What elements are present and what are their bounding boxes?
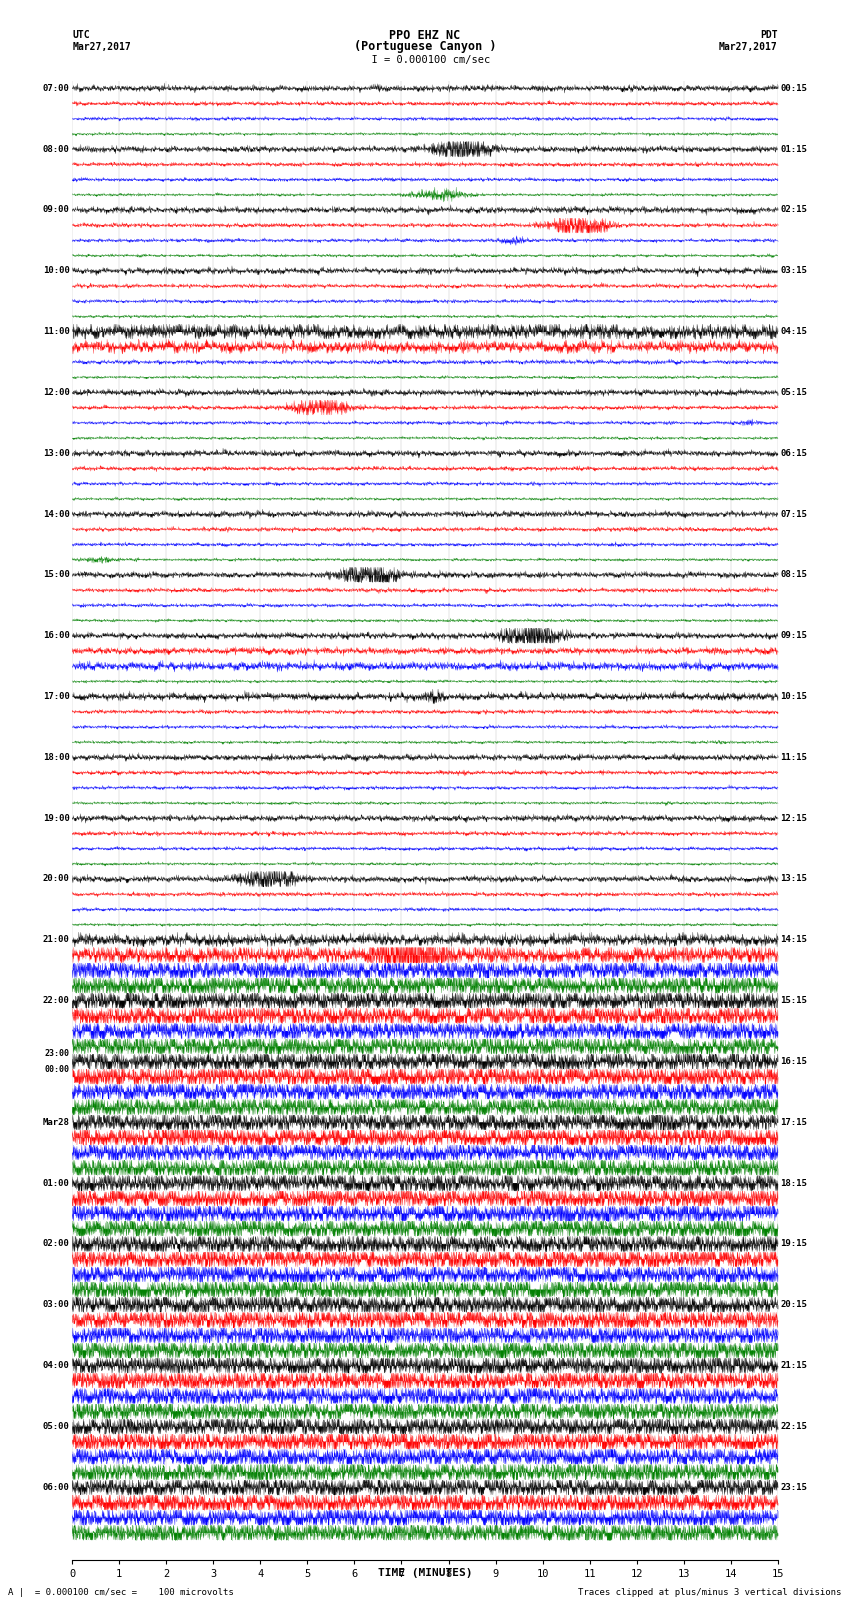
Text: 20:15: 20:15	[780, 1300, 808, 1310]
Text: 10:15: 10:15	[780, 692, 808, 702]
Text: 08:15: 08:15	[780, 571, 808, 579]
Text: PPO EHZ NC: PPO EHZ NC	[389, 29, 461, 42]
Text: 04:00: 04:00	[42, 1361, 70, 1369]
Text: 02:15: 02:15	[780, 205, 808, 215]
Text: Mar27,2017: Mar27,2017	[719, 42, 778, 52]
Text: 13:00: 13:00	[42, 448, 70, 458]
Text: 12:00: 12:00	[42, 387, 70, 397]
Text: 00:15: 00:15	[780, 84, 808, 94]
Text: 03:00: 03:00	[42, 1300, 70, 1310]
Text: 19:15: 19:15	[780, 1239, 808, 1248]
Text: 07:15: 07:15	[780, 510, 808, 518]
Text: 01:15: 01:15	[780, 145, 808, 153]
Text: 22:15: 22:15	[780, 1423, 808, 1431]
Text: 04:15: 04:15	[780, 327, 808, 336]
Text: 20:00: 20:00	[42, 874, 70, 884]
Text: 18:15: 18:15	[780, 1179, 808, 1187]
Text: 00:00: 00:00	[45, 1065, 70, 1074]
Text: 18:00: 18:00	[42, 753, 70, 761]
Text: 14:15: 14:15	[780, 936, 808, 944]
Text: 01:00: 01:00	[42, 1179, 70, 1187]
Text: 02:00: 02:00	[42, 1239, 70, 1248]
Text: 05:15: 05:15	[780, 387, 808, 397]
Text: UTC: UTC	[72, 31, 90, 40]
Text: (Portuguese Canyon ): (Portuguese Canyon )	[354, 40, 496, 53]
Text: 22:00: 22:00	[42, 997, 70, 1005]
Text: 09:15: 09:15	[780, 631, 808, 640]
Text: 23:15: 23:15	[780, 1482, 808, 1492]
Text: TIME (MINUTES): TIME (MINUTES)	[377, 1568, 473, 1578]
Text: 10:00: 10:00	[42, 266, 70, 276]
Text: 06:00: 06:00	[42, 1482, 70, 1492]
Text: A |  = 0.000100 cm/sec =    100 microvolts: A | = 0.000100 cm/sec = 100 microvolts	[8, 1587, 235, 1597]
Text: 11:00: 11:00	[42, 327, 70, 336]
Text: 11:15: 11:15	[780, 753, 808, 761]
Text: 15:00: 15:00	[42, 571, 70, 579]
Text: 14:00: 14:00	[42, 510, 70, 518]
Text: 12:15: 12:15	[780, 813, 808, 823]
Text: Traces clipped at plus/minus 3 vertical divisions: Traces clipped at plus/minus 3 vertical …	[578, 1587, 842, 1597]
Text: 21:00: 21:00	[42, 936, 70, 944]
Text: 23:00: 23:00	[45, 1050, 70, 1058]
Text: 15:15: 15:15	[780, 997, 808, 1005]
Text: 19:00: 19:00	[42, 813, 70, 823]
Text: PDT: PDT	[760, 31, 778, 40]
Text: Mar28: Mar28	[42, 1118, 70, 1127]
Text: 05:00: 05:00	[42, 1423, 70, 1431]
Text: 13:15: 13:15	[780, 874, 808, 884]
Text: 08:00: 08:00	[42, 145, 70, 153]
Text: 16:00: 16:00	[42, 631, 70, 640]
Text: 03:15: 03:15	[780, 266, 808, 276]
Text: 21:15: 21:15	[780, 1361, 808, 1369]
Text: 17:15: 17:15	[780, 1118, 808, 1127]
Text: 07:00: 07:00	[42, 84, 70, 94]
Text: I = 0.000100 cm/sec: I = 0.000100 cm/sec	[360, 55, 490, 65]
Text: Mar27,2017: Mar27,2017	[72, 42, 131, 52]
Text: 16:15: 16:15	[780, 1057, 808, 1066]
Text: 17:00: 17:00	[42, 692, 70, 702]
Text: 06:15: 06:15	[780, 448, 808, 458]
Text: 09:00: 09:00	[42, 205, 70, 215]
